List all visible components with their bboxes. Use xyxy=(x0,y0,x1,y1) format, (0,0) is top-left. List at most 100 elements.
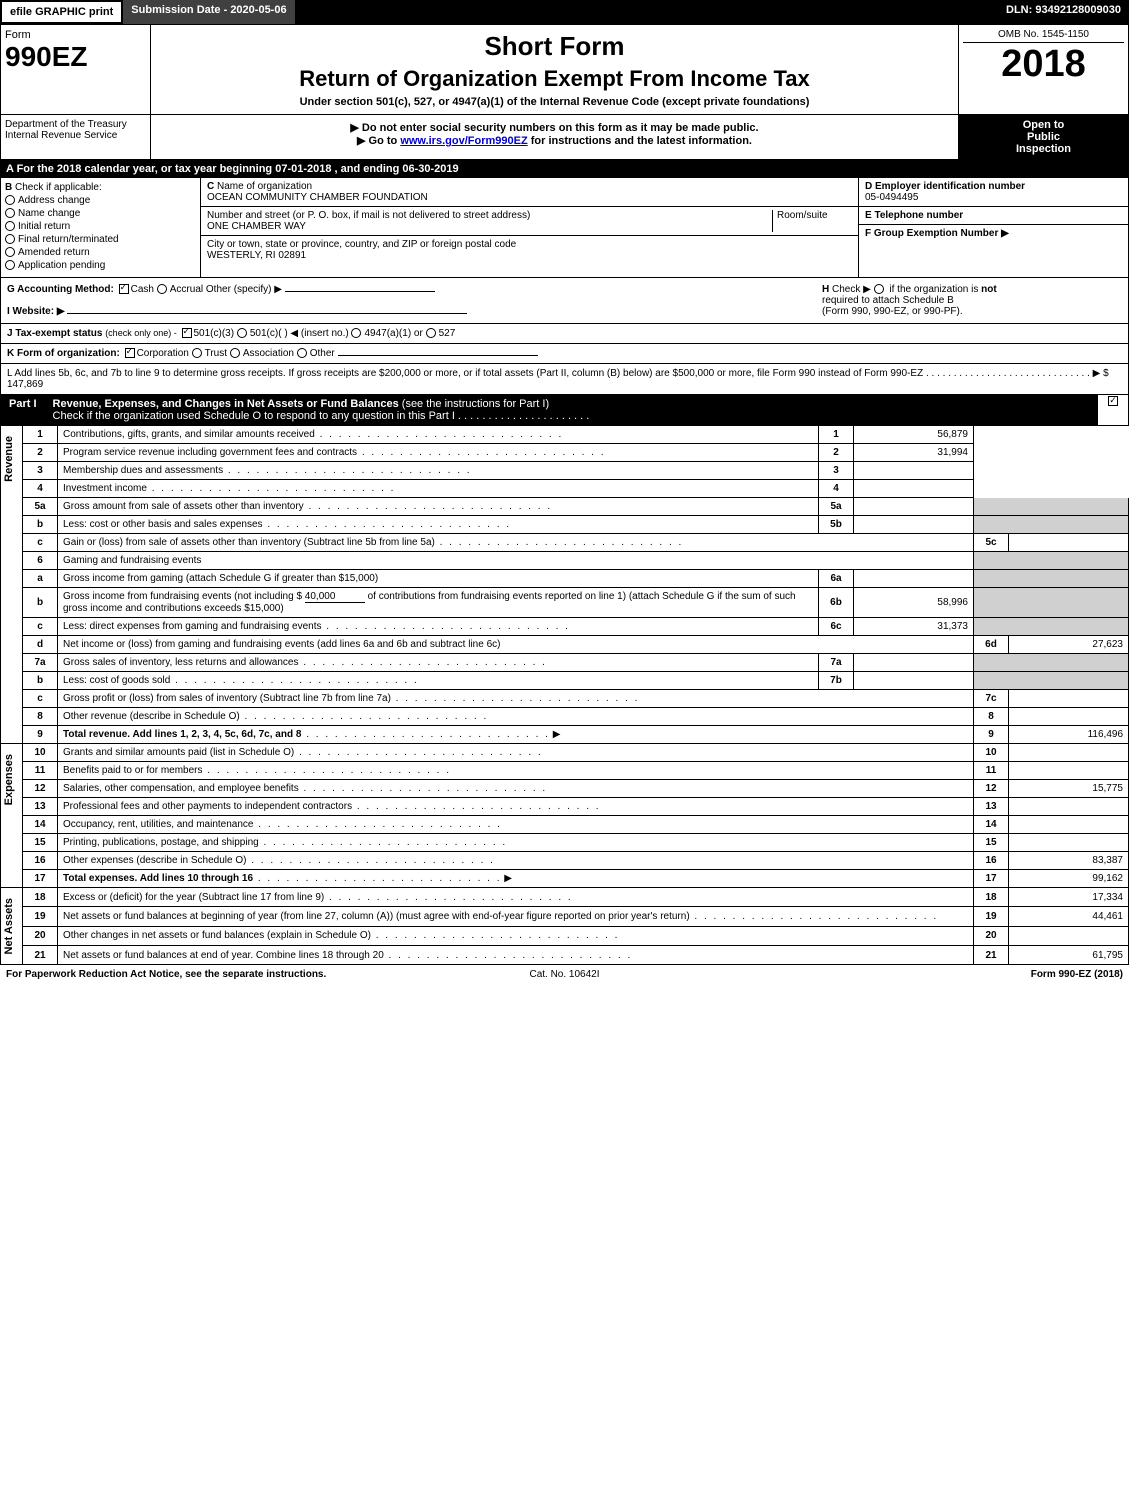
footer-center: Cat. No. 10642I xyxy=(378,969,750,980)
other-org-input[interactable] xyxy=(338,355,538,356)
501c3-checkbox[interactable] xyxy=(182,328,192,338)
amended-return-radio[interactable] xyxy=(5,247,15,257)
row-7c: cGross profit or (loss) from sales of in… xyxy=(23,690,1129,708)
row-18: 18Excess or (deficit) for the year (Subt… xyxy=(23,888,1129,907)
other-org-radio[interactable] xyxy=(297,348,307,358)
line-l: L Add lines 5b, 6c, and 7b to line 9 to … xyxy=(0,364,1129,395)
row-6c: cLess: direct expenses from gaming and f… xyxy=(23,618,1129,636)
row-12: 12Salaries, other compensation, and empl… xyxy=(23,780,1129,798)
527-radio[interactable] xyxy=(426,328,436,338)
dln-label: DLN: 93492128009030 xyxy=(998,0,1129,24)
part1-schedule-o-checkbox[interactable] xyxy=(1108,396,1118,406)
4947-radio[interactable] xyxy=(351,328,361,338)
irs-post: for instructions and the latest informat… xyxy=(528,135,752,147)
row-6: 6Gaming and fundraising events xyxy=(23,552,1129,570)
h-radio[interactable] xyxy=(874,284,884,294)
initial-return-radio[interactable] xyxy=(5,221,15,231)
row-13: 13Professional fees and other payments t… xyxy=(23,798,1129,816)
h-check-pre: Check ▶ xyxy=(832,284,871,295)
period-mid: , and ending xyxy=(331,163,402,175)
part1-check-text: Check if the organization used Schedule … xyxy=(53,410,590,422)
corp-label: Corporation xyxy=(137,348,189,359)
cash-label: Cash xyxy=(131,284,154,295)
period-row: A For the 2018 calendar year, or tax yea… xyxy=(0,160,1129,178)
row-11: 11Benefits paid to or for members11 xyxy=(23,762,1129,780)
city-label: City or town, state or province, country… xyxy=(207,239,516,250)
efile-label: efile GRAPHIC print xyxy=(0,0,123,24)
j-label: J Tax-exempt status xyxy=(7,328,102,339)
accrual-radio[interactable] xyxy=(157,284,167,294)
501c3-label: 501(c)(3) xyxy=(194,328,235,339)
h-text2: if the organization is xyxy=(889,284,978,295)
assoc-radio[interactable] xyxy=(230,348,240,358)
return-subtitle: Under section 501(c), 527, or 4947(a)(1)… xyxy=(157,96,952,108)
addr-change-label: Address change xyxy=(18,195,90,206)
final-return-label: Final return/terminated xyxy=(18,234,119,245)
street-label: Number and street (or P. O. box, if mail… xyxy=(207,210,530,221)
other-org-label: Other xyxy=(310,348,335,359)
assoc-label: Association xyxy=(243,348,294,359)
irs-link-line: ▶ Go to www.irs.gov/Form990EZ for instru… xyxy=(157,134,952,147)
part1-title-text: Revenue, Expenses, and Changes in Net As… xyxy=(53,398,399,410)
net-assets-table: 18Excess or (deficit) for the year (Subt… xyxy=(22,888,1129,965)
accrual-label: Accrual xyxy=(170,284,203,295)
dept-row: Department of the Treasury Internal Reve… xyxy=(0,115,1129,160)
cash-checkbox[interactable] xyxy=(119,284,129,294)
dept-instructions: ▶ Do not enter social security numbers o… xyxy=(151,115,958,159)
part1-title: Revenue, Expenses, and Changes in Net As… xyxy=(45,395,1098,425)
row-19: 19Net assets or fund balances at beginni… xyxy=(23,907,1129,926)
form-word: Form xyxy=(5,29,146,41)
check-if-applicable: Check if applicable: xyxy=(15,182,102,193)
corp-checkbox[interactable] xyxy=(125,348,135,358)
expenses-section: Expenses 10Grants and similar amounts pa… xyxy=(0,744,1129,888)
year-cell: OMB No. 1545-1150 2018 xyxy=(958,25,1128,114)
section-c: C Name of organization OCEAN COMMUNITY C… xyxy=(201,178,858,277)
h-not: not xyxy=(981,284,997,295)
c-label: C xyxy=(207,181,214,192)
final-return-radio[interactable] xyxy=(5,234,15,244)
form-number: 990EZ xyxy=(5,41,146,73)
part1-label: Part I xyxy=(1,395,45,425)
j-sub: (check only one) - xyxy=(105,328,177,338)
addr-change-radio[interactable] xyxy=(5,195,15,205)
period-begin: 07-01-2018 xyxy=(275,163,331,175)
line-k: K Form of organization: Corporation Trus… xyxy=(0,344,1129,364)
initial-return-label: Initial return xyxy=(18,221,70,232)
i-label: I Website: ▶ xyxy=(7,306,65,317)
row-15: 15Printing, publications, postage, and s… xyxy=(23,834,1129,852)
part1-checkbox-cell xyxy=(1098,395,1128,425)
trust-radio[interactable] xyxy=(192,348,202,358)
row-6d: dNet income or (loss) from gaming and fu… xyxy=(23,636,1129,654)
g-label: G Accounting Method: xyxy=(7,284,114,295)
row-5c: cGain or (loss) from sale of assets othe… xyxy=(23,534,1129,552)
trust-label: Trust xyxy=(205,348,227,359)
street-value: ONE CHAMBER WAY xyxy=(207,221,306,232)
row-17: 17Total expenses. Add lines 10 through 1… xyxy=(23,870,1129,888)
k-label: K Form of organization: xyxy=(7,348,120,359)
row-1: 1Contributions, gifts, grants, and simil… xyxy=(23,426,1129,444)
app-pending-radio[interactable] xyxy=(5,260,15,270)
line-g: G Accounting Method: Cash Accrual Other … xyxy=(7,284,822,317)
row-21: 21Net assets or fund balances at end of … xyxy=(23,946,1129,965)
h-text3: required to attach Schedule B xyxy=(822,295,954,306)
row-6b: bGross income from fundraising events (n… xyxy=(23,588,1129,618)
period-pre: A For the 2018 calendar year, or tax yea… xyxy=(6,163,275,175)
name-change-radio[interactable] xyxy=(5,208,15,218)
omb-number: OMB No. 1545-1150 xyxy=(963,29,1124,43)
page-footer: For Paperwork Reduction Act Notice, see … xyxy=(0,965,1129,984)
name-of-org-label: Name of organization xyxy=(217,181,312,192)
row-2: 2Program service revenue including gover… xyxy=(23,444,1129,462)
amended-return-label: Amended return xyxy=(18,247,90,258)
irs-link[interactable]: www.irs.gov/Form990EZ xyxy=(400,135,527,147)
501c-radio[interactable] xyxy=(237,328,247,338)
group-exemption-label: F Group Exemption Number ▶ xyxy=(865,228,1009,239)
website-input[interactable] xyxy=(67,313,467,314)
other-specify-input[interactable] xyxy=(285,291,435,292)
part1-header: Part I Revenue, Expenses, and Changes in… xyxy=(0,395,1129,426)
tax-year: 2018 xyxy=(963,43,1124,86)
no-ssn-warning: ▶ Do not enter social security numbers o… xyxy=(157,121,952,134)
row-5b: bLess: cost or other basis and sales exp… xyxy=(23,516,1129,534)
527-label: 527 xyxy=(439,328,456,339)
section-def: D Employer identification number 05-0494… xyxy=(858,178,1128,277)
h-label: H xyxy=(822,284,829,295)
